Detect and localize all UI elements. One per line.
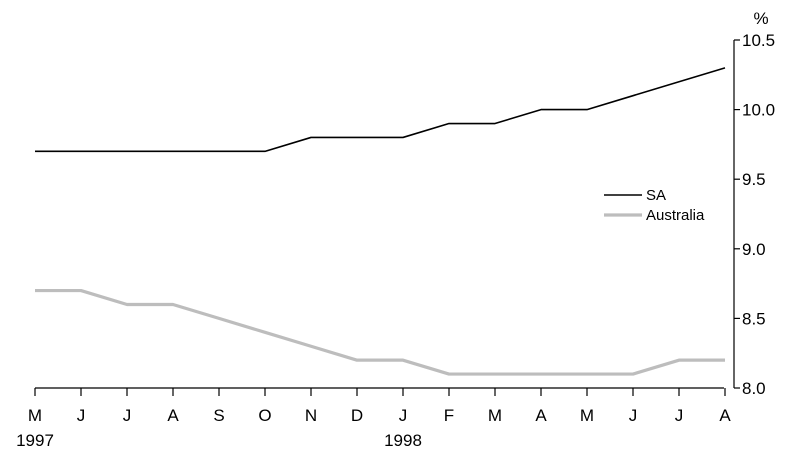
x-tick-label: F	[444, 406, 454, 425]
series-line-australia	[35, 288, 725, 376]
x-tick-label: J	[77, 406, 86, 425]
x-tick-label: O	[258, 406, 271, 425]
x-tick-label: M	[28, 406, 42, 425]
y-tick-label: 10.5	[742, 31, 775, 50]
y-axis-unit-label: %	[753, 9, 768, 28]
y-tick-label: 8.0	[742, 379, 766, 398]
x-tick-label: J	[399, 406, 408, 425]
x-tick-label: D	[351, 406, 363, 425]
x-tick-label: J	[675, 406, 684, 425]
x-tick-label: N	[305, 406, 317, 425]
x-tick-label: J	[123, 406, 132, 425]
y-tick-label: 8.5	[742, 309, 766, 328]
x-tick-label: A	[167, 406, 179, 425]
y-tick-label: 10.0	[742, 101, 775, 120]
y-ticks: 8.0 8.5 9.0 9.5 10.0 10.5	[734, 31, 775, 398]
y-tick-label: 9.0	[742, 240, 766, 259]
x-ticks: M J J A S O N D J F M A M J J A 1997 1998	[16, 388, 731, 450]
y-tick-label: 9.5	[742, 170, 766, 189]
x-tick-label: M	[580, 406, 594, 425]
legend: SA Australia	[604, 187, 705, 224]
series-line-sa	[35, 67, 726, 153]
x-tick-label: A	[535, 406, 547, 425]
x-year-label: 1997	[16, 431, 54, 450]
x-tick-label: M	[488, 406, 502, 425]
x-tick-label: S	[213, 406, 224, 425]
x-year-label: 1998	[384, 431, 422, 450]
axes	[35, 40, 735, 389]
series-lines	[35, 67, 726, 376]
x-tick-label: A	[719, 406, 731, 425]
x-tick-label: J	[629, 406, 638, 425]
legend-label-australia: Australia	[646, 207, 705, 224]
legend-label-sa: SA	[646, 187, 666, 204]
